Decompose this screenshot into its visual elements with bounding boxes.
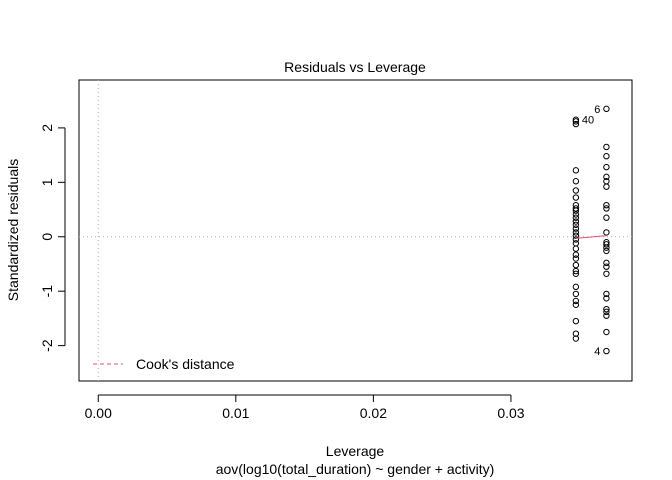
data-point xyxy=(572,301,580,308)
plot-frame xyxy=(78,79,633,382)
data-point xyxy=(572,225,580,232)
data-point xyxy=(603,183,610,190)
x-axis: 0.00 0.01 0.02 0.03 xyxy=(85,394,525,421)
data-point xyxy=(572,207,580,214)
data-point xyxy=(572,270,580,277)
data-points xyxy=(572,105,610,355)
data-point xyxy=(572,330,580,337)
data-point xyxy=(572,245,580,252)
data-point xyxy=(572,211,580,218)
smooth-line xyxy=(575,235,607,239)
data-point xyxy=(603,308,610,316)
data-point xyxy=(603,229,610,236)
reference-lines xyxy=(79,80,632,381)
legend-label-cooks-distance: Cook's distance xyxy=(136,356,235,372)
chart-title: Residuals vs Leverage xyxy=(284,59,426,75)
data-point xyxy=(572,221,580,228)
data-point xyxy=(572,205,580,212)
data-point xyxy=(572,290,580,298)
data-point xyxy=(572,118,580,125)
x-tick-label: 0.01 xyxy=(222,405,249,421)
data-point xyxy=(603,270,610,277)
y-tick-label: -1 xyxy=(39,285,55,298)
data-point xyxy=(572,214,580,221)
point-label: 4 xyxy=(594,346,600,358)
data-point xyxy=(603,214,610,221)
point-label: 40 xyxy=(582,115,594,127)
y-tick-label: 1 xyxy=(39,178,55,186)
data-point xyxy=(603,163,610,171)
x-tick-label: 0.00 xyxy=(85,405,112,421)
data-point xyxy=(572,240,580,247)
y-tick-label: 0 xyxy=(39,233,55,241)
data-point xyxy=(603,312,610,319)
data-point xyxy=(572,167,580,174)
data-point xyxy=(603,201,610,209)
data-point xyxy=(572,120,580,128)
data-point xyxy=(603,241,610,248)
data-point xyxy=(572,229,580,236)
x-axis-sublabel: aov(log10(total_duration) ~ gender + act… xyxy=(216,461,495,477)
data-point xyxy=(572,297,580,305)
x-tick-label: 0.03 xyxy=(497,405,524,421)
data-point xyxy=(572,283,580,291)
data-point xyxy=(572,255,580,262)
data-point xyxy=(603,105,610,113)
data-point xyxy=(603,259,610,267)
data-point xyxy=(603,205,610,212)
data-point xyxy=(572,218,580,225)
data-point xyxy=(603,347,610,355)
data-point xyxy=(603,328,610,336)
data-point xyxy=(572,236,580,243)
x-tick-label: 0.02 xyxy=(360,405,387,421)
point-label: 6 xyxy=(594,104,600,116)
x-axis-label: Leverage xyxy=(326,443,385,459)
y-axis-label: Standardized residuals xyxy=(5,159,21,301)
point-labels: 406 4 xyxy=(582,104,601,358)
data-point xyxy=(572,178,580,185)
data-point xyxy=(572,335,580,342)
data-point xyxy=(572,194,580,201)
data-point xyxy=(603,143,610,151)
data-point xyxy=(603,295,610,302)
data-point xyxy=(572,317,580,325)
data-point xyxy=(603,153,610,160)
y-tick-label: -2 xyxy=(39,339,55,352)
data-point xyxy=(572,261,580,269)
y-tick-label: 2 xyxy=(39,124,55,132)
y-axis: -2 -1 0 1 2 xyxy=(39,124,66,352)
data-point xyxy=(603,247,610,255)
data-point xyxy=(572,251,580,258)
data-point xyxy=(572,267,580,275)
data-point xyxy=(572,187,580,194)
legend: Cook's distance xyxy=(93,356,235,372)
data-point xyxy=(603,290,610,298)
data-point xyxy=(603,263,610,270)
data-point xyxy=(603,244,610,251)
data-point xyxy=(603,173,610,181)
data-point xyxy=(603,305,610,313)
